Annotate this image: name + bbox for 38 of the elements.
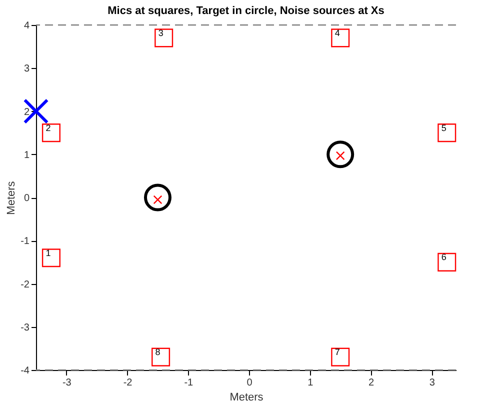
point (438, 252, 456, 272)
point (152, 348, 170, 366)
y-tick-label: 0 (24, 193, 30, 204)
x-tick-label: -1 (184, 378, 194, 388)
x-tick-label: 3 (429, 378, 436, 388)
x-tick-label: 2 (368, 378, 374, 388)
point (438, 124, 456, 142)
annotation: 6 (441, 252, 446, 262)
y-tick-label: 2 (24, 106, 30, 118)
x-tick-label: -3 (62, 378, 72, 388)
point (42, 248, 60, 268)
annotation: 2 (46, 122, 51, 133)
y-tick-label: -4 (20, 366, 30, 376)
y-tick-label: -3 (20, 322, 30, 334)
point (326, 140, 354, 168)
point (144, 184, 172, 212)
annotation: 3 (158, 28, 164, 38)
annotation: 4 (334, 28, 340, 38)
x-tick-label: 0 (246, 378, 253, 388)
chart-title: Mics at squares, Target in circle, Noise sources at Xs (108, 5, 384, 17)
point (42, 124, 60, 142)
point (23, 98, 49, 124)
point (331, 28, 350, 48)
point (331, 348, 350, 366)
y-tick-label: -2 (20, 279, 30, 290)
annotation: 5 (441, 122, 446, 133)
point (154, 28, 174, 48)
y-tick-label: 1 (24, 150, 30, 161)
x-axis-title: Meters (230, 392, 264, 404)
x-tick-label: -2 (123, 378, 133, 388)
annotation: 8 (155, 347, 160, 358)
annotation: 7 (334, 347, 340, 358)
y-axis-title: Meters (6, 180, 18, 215)
x-tick-label: 1 (308, 378, 314, 388)
y-tick-label: 4 (24, 20, 30, 32)
y-tick-label: 3 (24, 64, 30, 75)
annotation: 1 (46, 248, 51, 258)
y-tick-label: -1 (20, 236, 30, 248)
